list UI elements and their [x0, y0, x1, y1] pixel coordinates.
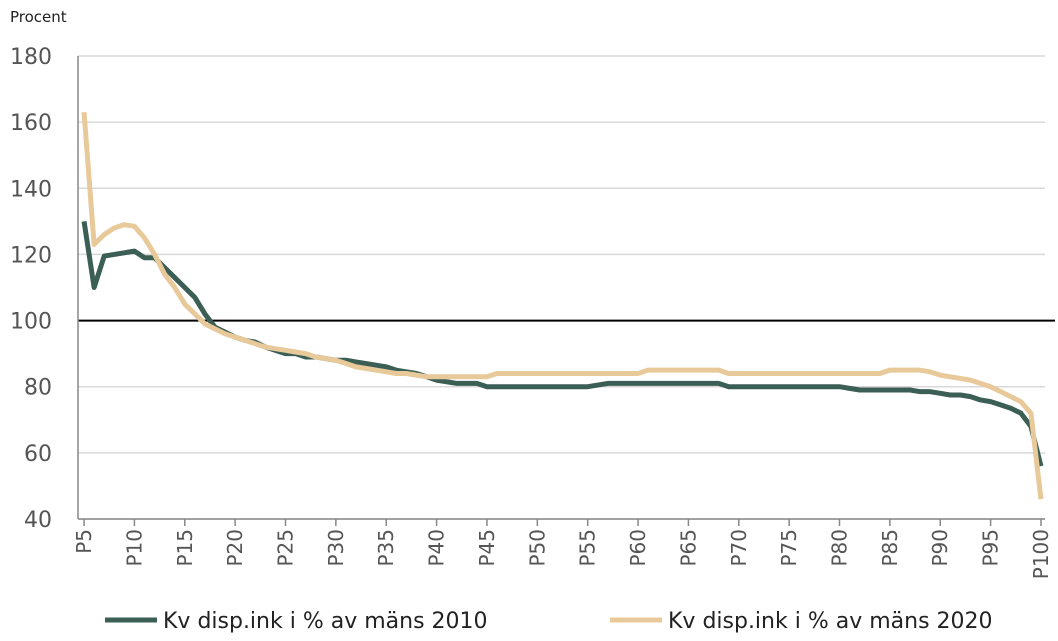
x-tick-label: P15 — [173, 529, 197, 567]
y-axis-label: Procent — [10, 8, 67, 26]
x-tick-label: P80 — [828, 529, 852, 567]
x-tick-label: P40 — [425, 529, 449, 567]
x-tick-label: P50 — [525, 529, 549, 567]
legend-label: Kv disp.ink i % av mäns 2020 — [668, 609, 993, 634]
x-tick-label: P85 — [878, 529, 902, 567]
x-tick-label: P25 — [274, 529, 298, 567]
x-tick-label: P45 — [475, 529, 499, 567]
x-tick-label: P100 — [1029, 529, 1053, 579]
y-tick-label: 80 — [24, 376, 52, 401]
x-tick-label: P90 — [928, 529, 952, 567]
y-tick-label: 100 — [10, 310, 52, 335]
x-tick-label: P5 — [72, 529, 96, 554]
y-tick-label: 40 — [24, 508, 52, 533]
x-tick-label: P95 — [979, 529, 1003, 567]
y-tick-label: 60 — [24, 442, 52, 467]
series-line — [81, 112, 1044, 500]
series-line — [81, 220, 1044, 467]
y-tick-label: 160 — [10, 111, 52, 136]
x-tick-label: P10 — [122, 529, 146, 567]
x-tick-label: P55 — [576, 529, 600, 567]
x-tick-label: P70 — [727, 529, 751, 567]
x-tick-label: P35 — [374, 529, 398, 567]
legend-label: Kv disp.ink i % av mäns 2010 — [163, 609, 488, 634]
x-tick-label: P20 — [223, 529, 247, 567]
y-tick-label: 180 — [10, 45, 52, 70]
y-tick-label: 120 — [10, 243, 52, 268]
x-tick-label: P75 — [777, 529, 801, 567]
x-tick-label: P65 — [676, 529, 700, 567]
x-tick-label: P30 — [324, 529, 348, 567]
y-tick-label: 140 — [10, 177, 52, 202]
x-tick-label: P60 — [626, 529, 650, 567]
